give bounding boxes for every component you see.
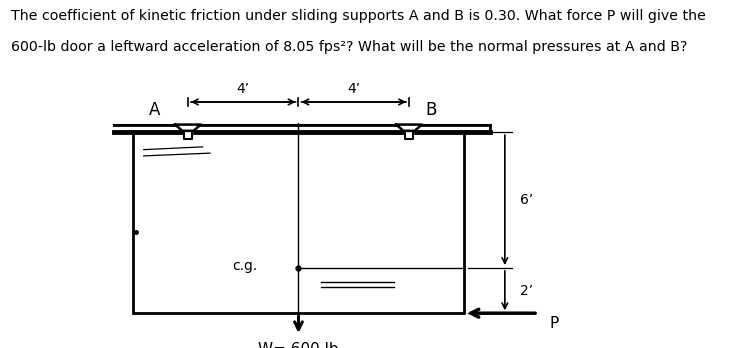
Polygon shape <box>175 125 200 131</box>
Text: P: P <box>549 316 559 331</box>
Text: The coefficient of kinetic friction under sliding supports A and B is 0.30. What: The coefficient of kinetic friction unde… <box>11 9 706 23</box>
Text: 4’: 4’ <box>347 82 360 96</box>
Polygon shape <box>397 125 422 131</box>
Bar <box>133 132 464 313</box>
Polygon shape <box>184 131 192 139</box>
Text: 2’: 2’ <box>520 284 533 298</box>
Bar <box>114 125 490 132</box>
Text: 6’: 6’ <box>520 193 533 207</box>
Text: 4’: 4’ <box>237 82 250 96</box>
Polygon shape <box>405 131 413 139</box>
Text: c.g.: c.g. <box>233 259 258 273</box>
Text: 600-lb door a leftward acceleration of 8.05 fps²? What will be the normal pressu: 600-lb door a leftward acceleration of 8… <box>11 40 688 54</box>
Text: W= 600 lb: W= 600 lb <box>258 342 339 348</box>
Text: A: A <box>149 101 161 119</box>
Text: B: B <box>425 101 437 119</box>
